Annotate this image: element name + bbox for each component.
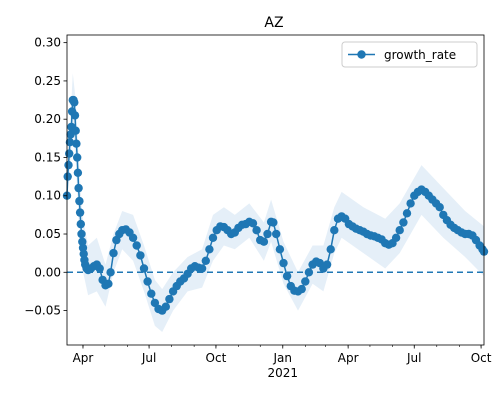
data-point xyxy=(72,139,81,148)
data-point xyxy=(150,298,160,308)
y-tick-label: 0.20 xyxy=(34,112,61,126)
x-tick-label: Jul xyxy=(141,351,156,365)
data-point xyxy=(73,153,82,162)
data-point xyxy=(399,218,408,227)
y-tick-label: −0.05 xyxy=(24,304,61,318)
data-point xyxy=(71,126,80,135)
data-point xyxy=(73,168,83,177)
legend-marker-swatch xyxy=(357,50,366,59)
series-layer xyxy=(62,95,489,315)
x-tick-label: Jan xyxy=(273,351,293,365)
data-point xyxy=(435,203,444,212)
data-point xyxy=(263,229,272,239)
data-point xyxy=(74,183,83,193)
data-point xyxy=(78,237,87,246)
data-point xyxy=(63,172,72,181)
data-point xyxy=(104,279,113,288)
data-point xyxy=(136,251,145,260)
data-point xyxy=(76,219,86,229)
data-point xyxy=(322,260,332,269)
data-point xyxy=(78,243,88,252)
chart-title: AZ xyxy=(264,15,283,31)
data-point xyxy=(197,264,207,273)
data-point xyxy=(304,268,314,277)
axes-layer: −0.05 0.00 0.05 0.10 0.15 0.20 0.25 0.30 Apr Jul O… xyxy=(24,34,492,380)
uncertainty-band-layer xyxy=(67,73,484,333)
data-point xyxy=(109,248,118,258)
y-tick-label: 0.10 xyxy=(34,189,61,203)
data-point xyxy=(165,294,174,304)
x-tick-label: Apr xyxy=(338,351,359,365)
data-point xyxy=(65,138,75,147)
data-point xyxy=(106,268,115,277)
data-point xyxy=(275,245,285,254)
data-point xyxy=(95,264,104,273)
data-point xyxy=(70,111,80,120)
legend-box xyxy=(341,41,478,68)
data-point xyxy=(326,245,335,254)
data-point xyxy=(79,249,88,259)
data-point xyxy=(132,241,141,250)
data-point xyxy=(395,226,404,235)
x-tick-label: Oct xyxy=(471,351,492,365)
data-point xyxy=(301,277,310,286)
data-point xyxy=(143,277,152,286)
y-tick-label: 0.05 xyxy=(34,227,61,241)
data-point xyxy=(259,237,269,246)
data-point xyxy=(128,233,138,242)
x-tick-sublabel: 2021 xyxy=(267,366,298,380)
data-point xyxy=(64,160,73,170)
uncertainty-band xyxy=(67,73,484,333)
data-point xyxy=(297,284,306,294)
data-point xyxy=(208,233,218,242)
data-point xyxy=(147,289,156,298)
data-point xyxy=(248,219,258,228)
data-point xyxy=(201,256,210,265)
data-point xyxy=(65,149,74,158)
data-point xyxy=(269,218,278,227)
data-point xyxy=(330,226,339,235)
data-point xyxy=(77,229,86,239)
y-tick-label: 0.25 xyxy=(34,74,61,88)
data-point xyxy=(161,302,170,311)
data-point xyxy=(70,98,79,107)
data-point xyxy=(205,245,214,254)
x-tick-label: Jul xyxy=(406,351,421,365)
legend-label: growth_rate xyxy=(384,48,456,62)
x-tick-label: Apr xyxy=(73,351,94,365)
data-point xyxy=(139,264,149,273)
y-tick-label: 0.15 xyxy=(34,150,61,164)
x-tick-label: Oct xyxy=(206,351,227,365)
data-point xyxy=(282,271,292,281)
y-tick-label: 0.00 xyxy=(34,265,61,279)
data-point xyxy=(252,226,261,235)
data-point xyxy=(75,196,84,206)
y-tick-label: 0.30 xyxy=(34,36,61,50)
data-point xyxy=(279,258,288,268)
data-point xyxy=(402,209,412,218)
data-point xyxy=(406,199,415,208)
data-point xyxy=(272,229,281,239)
legend: growth_rate xyxy=(341,41,478,68)
data-point xyxy=(391,233,401,242)
plot-frame xyxy=(66,34,485,346)
data-point xyxy=(75,208,85,217)
